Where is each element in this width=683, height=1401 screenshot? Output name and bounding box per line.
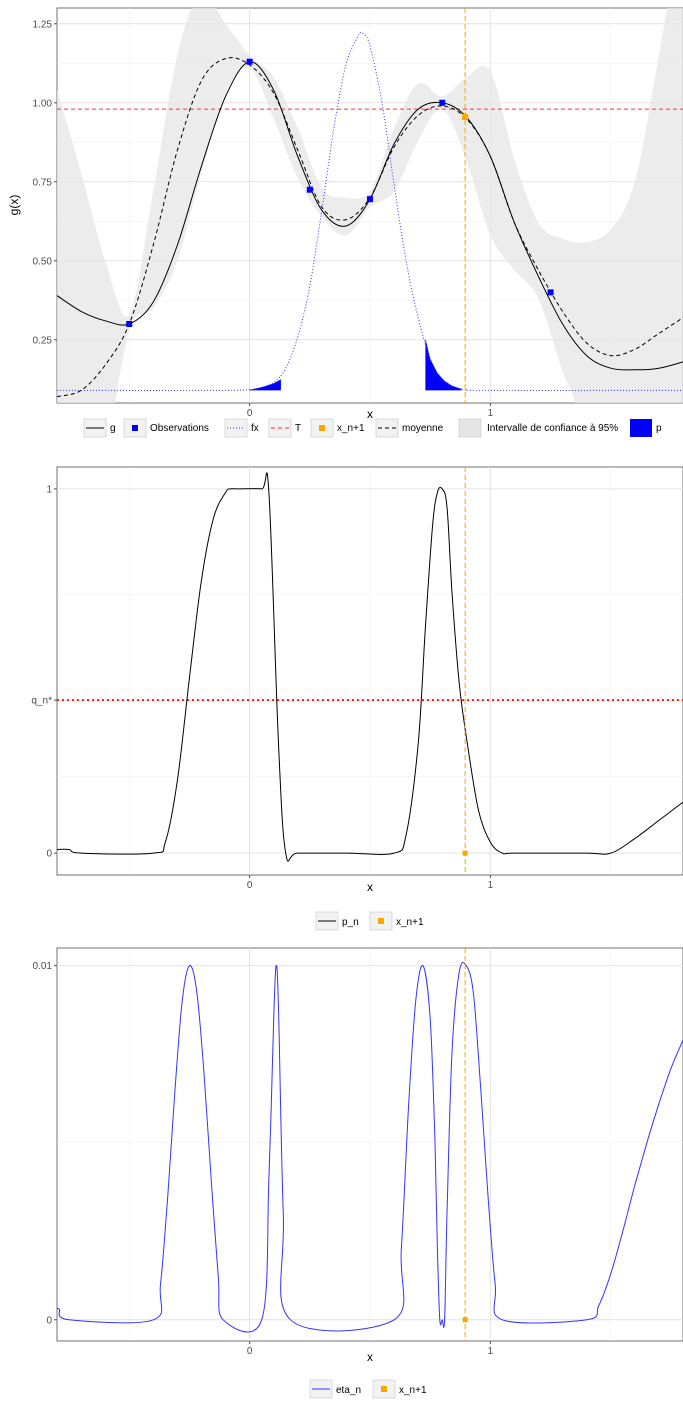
x-tick-label: 0 bbox=[247, 880, 253, 891]
x-next-point bbox=[462, 1317, 468, 1323]
svg-text:Observations: Observations bbox=[150, 423, 209, 434]
p-regions bbox=[249, 338, 462, 391]
y-tick-label: 0.01 bbox=[33, 961, 53, 972]
axis-ticks: 0 1 0 q_n* 1 bbox=[31, 484, 493, 891]
legend-item-observations: Observations bbox=[123, 418, 209, 438]
legend-item-p: p bbox=[630, 419, 662, 437]
y-tick-label: 0.50 bbox=[33, 256, 53, 267]
x-axis-title: x bbox=[367, 1350, 373, 1364]
x-tick-label: 0 bbox=[247, 1346, 253, 1357]
legend-item-g: g bbox=[83, 418, 116, 438]
y-tick-label: 1 bbox=[46, 484, 52, 495]
legend-item-x-next: x_n+1 bbox=[372, 1379, 427, 1399]
svg-text:fx: fx bbox=[251, 423, 259, 434]
legend-item-p-n: p_n bbox=[315, 911, 359, 931]
svg-text:g: g bbox=[110, 423, 116, 434]
legend: p_n x_n+1 bbox=[315, 911, 424, 931]
p-n-line bbox=[57, 472, 683, 862]
panel-eta-n: 0 1 0 0.01 x eta_n x_n+1 bbox=[33, 947, 683, 1399]
observation-points bbox=[126, 58, 554, 327]
observation-point bbox=[547, 289, 554, 296]
y-tick-label: 0 bbox=[46, 849, 52, 860]
observation-point bbox=[439, 99, 446, 106]
y-tick-label: 0.75 bbox=[33, 177, 53, 188]
x-tick-label: 0 bbox=[247, 408, 253, 419]
x-next-point bbox=[462, 850, 468, 856]
legend-item-T: T bbox=[268, 418, 301, 438]
legend: g Observations fx T x_n+1 bbox=[83, 418, 662, 438]
confidence-interval-band bbox=[57, 8, 683, 403]
svg-text:x_n+1: x_n+1 bbox=[396, 917, 424, 928]
observation-point bbox=[367, 196, 373, 203]
svg-text:T: T bbox=[295, 423, 301, 434]
svg-text:p: p bbox=[656, 423, 662, 434]
p-region bbox=[249, 379, 281, 391]
legend-item-fx: fx bbox=[224, 418, 259, 438]
x-tick-label: 1 bbox=[488, 1346, 494, 1357]
panel-p-n: 0 1 0 q_n* 1 x p_n x_n+1 bbox=[31, 466, 683, 931]
eta-n-line bbox=[57, 961, 683, 1333]
legend-item-confidence-interval: Intervalle de confiance à 95% bbox=[458, 418, 618, 438]
svg-text:x_n+1: x_n+1 bbox=[399, 1385, 427, 1396]
svg-text:Intervalle de confiance à 95%: Intervalle de confiance à 95% bbox=[487, 423, 618, 434]
y-tick-label: 0 bbox=[46, 1315, 52, 1326]
y-tick-label: 0.25 bbox=[33, 335, 53, 346]
x-tick-label: 1 bbox=[488, 880, 494, 891]
panel-g-of-x: 0 1 0.25 0.50 0.75 1.00 1.25 x g(x) g Observat… bbox=[7, 7, 683, 438]
y-tick-label: 1.25 bbox=[33, 19, 53, 30]
svg-text:x_n+1: x_n+1 bbox=[337, 423, 365, 434]
legend-item-x-next: x_n+1 bbox=[369, 911, 424, 931]
p-region bbox=[425, 338, 462, 391]
axis-ticks: 0 1 0.25 0.50 0.75 1.00 1.25 bbox=[33, 19, 494, 419]
observation-point bbox=[126, 321, 133, 327]
observation-point bbox=[246, 58, 253, 65]
y-tick-label: 1.00 bbox=[33, 98, 53, 109]
moyenne-line bbox=[57, 57, 683, 398]
x-axis-title: x bbox=[367, 407, 373, 421]
legend-item-eta-n: eta_n bbox=[309, 1379, 361, 1399]
grid-lines bbox=[57, 467, 683, 875]
x-next-point bbox=[462, 114, 469, 121]
svg-text:moyenne: moyenne bbox=[402, 423, 444, 434]
fx-line bbox=[57, 31, 683, 391]
observation-point bbox=[306, 186, 313, 193]
grid-lines bbox=[57, 948, 683, 1341]
y-tick-label: q_n* bbox=[31, 696, 52, 707]
x-axis-title: x bbox=[367, 880, 373, 894]
svg-text:eta_n: eta_n bbox=[336, 1385, 361, 1396]
axis-ticks: 0 1 0 0.01 bbox=[33, 961, 494, 1357]
legend-item-moyenne: moyenne bbox=[375, 418, 444, 438]
legend: eta_n x_n+1 bbox=[309, 1379, 427, 1399]
svg-text:p_n: p_n bbox=[342, 917, 359, 928]
legend-item-x-next: x_n+1 bbox=[310, 418, 365, 438]
y-axis-title: g(x) bbox=[7, 195, 21, 216]
x-tick-label: 1 bbox=[488, 408, 494, 419]
